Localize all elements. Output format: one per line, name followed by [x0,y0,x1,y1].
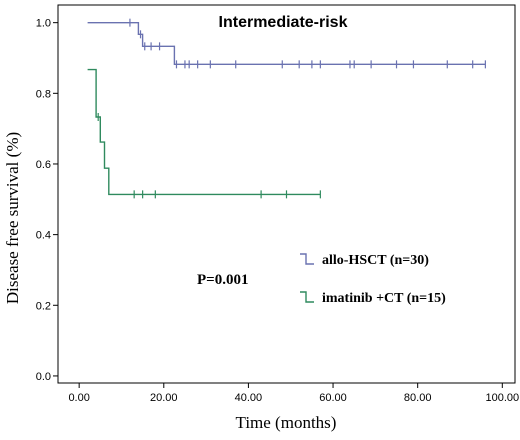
y-tick-label: 0.6 [36,159,51,171]
x-tick-label: 20.00 [150,392,178,404]
x-tick-label: 0.00 [68,392,89,404]
y-tick-label: 1.0 [36,18,51,30]
plot-frame [57,4,516,384]
y-tick-label: 0.2 [36,300,51,312]
legend-swatch [300,253,314,265]
y-tick-label: 0.8 [36,88,51,100]
series-1 [87,18,486,69]
legend-swatch [300,291,314,303]
legend: allo-HSCT (n=30) imatinib +CT (n=15) [300,253,446,306]
p-value-annotation: P=0.001 [197,272,248,288]
x-tick-label: 100.00 [485,392,519,404]
legend-label: imatinib +CT (n=15) [322,291,446,306]
axes: 0.00 20.00 40.00 60.00 80.00 100.00 0.0 0.2 0.4 0… [36,4,519,404]
x-axis-label: Time (months) [236,413,337,432]
survival-curve [87,22,486,65]
y-axis-label: Disease free survival (%) [3,132,22,304]
x-tick-label: 60.00 [319,392,347,404]
series-layer [87,18,486,199]
x-tick-label: 80.00 [404,392,432,404]
y-tick-label: 0.0 [36,371,51,383]
survival-curve [87,68,321,196]
series-2 [87,68,321,199]
chart-title: Intermediate-risk [219,14,348,31]
x-tick-label: 40.00 [235,392,263,404]
y-tick-label: 0.4 [36,230,51,242]
legend-label: allo-HSCT (n=30) [322,253,429,268]
